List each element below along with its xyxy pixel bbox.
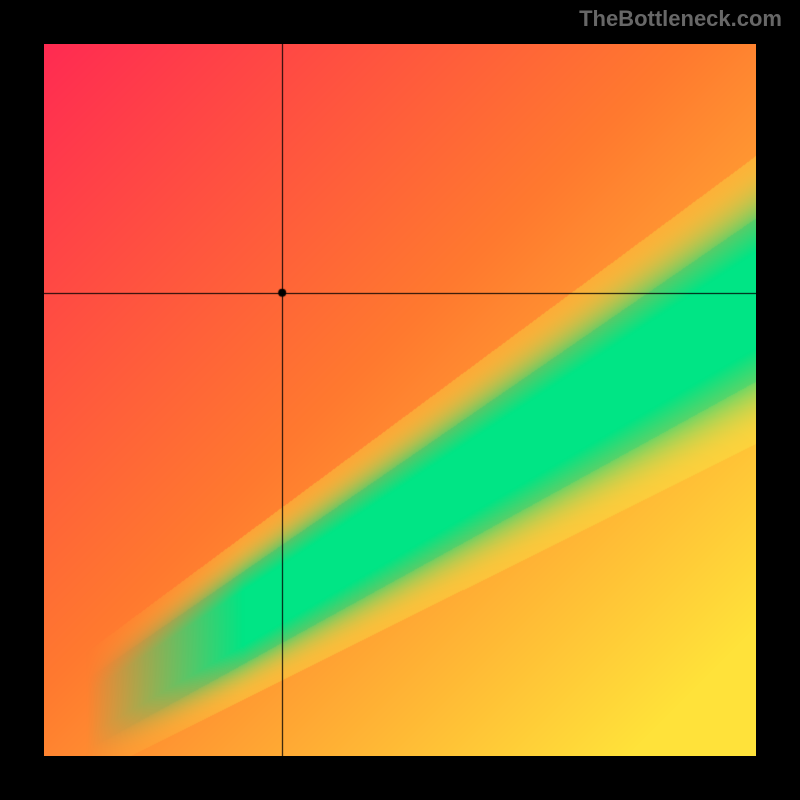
heatmap-plot — [44, 44, 756, 756]
heatmap-canvas — [44, 44, 756, 756]
watermark-label: TheBottleneck.com — [579, 6, 782, 32]
chart-frame: TheBottleneck.com — [0, 0, 800, 800]
